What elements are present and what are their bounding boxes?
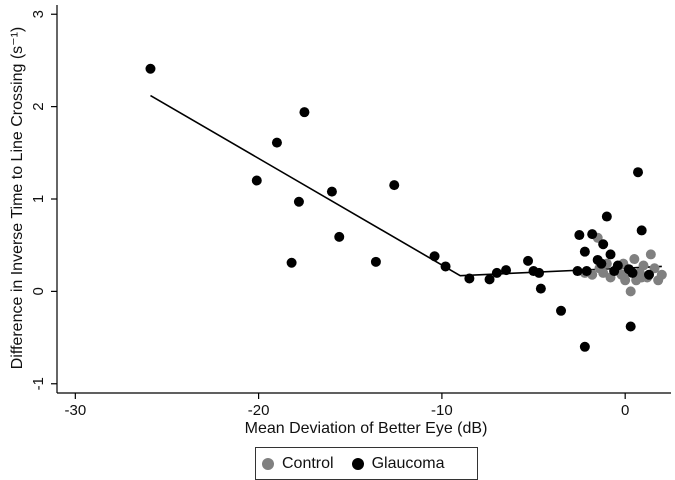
glaucoma-point <box>598 239 609 250</box>
labels-group: Mean Deviation of Better Eye (dB) Differ… <box>9 27 487 437</box>
fit-line <box>150 94 662 277</box>
y-tick-label: 0 <box>30 287 47 295</box>
glaucoma-point <box>579 341 590 352</box>
x-tick-label: 0 <box>621 402 629 419</box>
y-tick-label: 2 <box>30 102 47 110</box>
glaucoma-point <box>334 231 345 242</box>
glaucoma-point <box>601 211 612 222</box>
y-axis-label: Difference in Inverse Time to Line Cross… <box>9 27 26 370</box>
glaucoma-point <box>389 180 400 191</box>
glaucoma-point <box>579 246 590 257</box>
glaucoma-point <box>572 266 583 277</box>
glaucoma-point <box>484 274 495 285</box>
glaucoma-point <box>556 305 567 316</box>
legend-label-glaucoma: Glaucoma <box>371 454 445 472</box>
glaucoma-point <box>625 321 636 332</box>
glaucoma-point <box>587 229 598 240</box>
glaucoma-point <box>251 175 262 186</box>
control-point <box>645 249 656 260</box>
glaucoma-point <box>534 267 545 278</box>
y-tick-label: 1 <box>30 195 47 203</box>
glaucoma-point <box>644 269 655 280</box>
glaucoma-point <box>286 257 297 268</box>
y-tick-label: 3 <box>30 10 47 18</box>
glaucoma-point <box>491 267 502 278</box>
glaucoma-point <box>535 283 546 294</box>
glaucoma-point <box>581 266 592 277</box>
control-marker-icon <box>262 457 274 470</box>
glaucoma-point <box>501 265 512 276</box>
x-tick-label: -20 <box>248 402 270 419</box>
y-tick-label: -1 <box>30 377 47 390</box>
legend-item-glaucoma: Glaucoma <box>351 454 445 473</box>
glaucoma-point <box>464 273 475 284</box>
glaucoma-point <box>299 107 310 118</box>
glaucoma-point <box>370 256 381 267</box>
data-points-group <box>145 63 667 352</box>
legend-item-control: Control <box>262 455 334 473</box>
glaucoma-point <box>636 225 647 236</box>
glaucoma-point <box>523 255 534 266</box>
x-tick-label: -30 <box>64 402 86 419</box>
x-axis-label: Mean Deviation of Better Eye (dB) <box>245 420 488 437</box>
glaucoma-point <box>627 267 638 278</box>
glaucoma-marker-icon <box>351 457 364 470</box>
legend-label-control: Control <box>282 454 334 472</box>
glaucoma-point <box>271 137 282 148</box>
control-point <box>638 260 649 271</box>
glaucoma-point <box>574 230 585 241</box>
x-tick-label: -10 <box>431 402 453 419</box>
legend: Control Glaucoma <box>255 447 478 480</box>
control-point <box>625 286 636 297</box>
glaucoma-point <box>326 186 337 197</box>
glaucoma-point <box>612 260 623 271</box>
glaucoma-point <box>293 196 304 207</box>
glaucoma-point <box>429 251 440 262</box>
glaucoma-point <box>605 249 616 260</box>
glaucoma-point <box>596 258 607 269</box>
fit-line-group <box>150 94 662 277</box>
glaucoma-point <box>633 167 644 178</box>
glaucoma-point <box>440 261 451 272</box>
control-point <box>629 254 640 265</box>
control-point <box>656 269 667 280</box>
glaucoma-point <box>145 63 156 74</box>
